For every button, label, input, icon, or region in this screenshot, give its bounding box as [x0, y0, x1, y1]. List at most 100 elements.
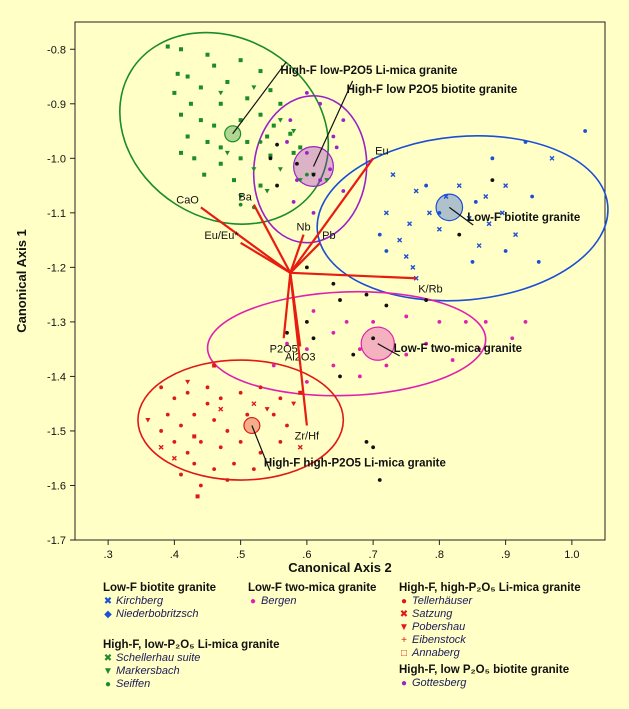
data-point	[295, 178, 299, 183]
data-point	[198, 118, 203, 123]
data-point	[318, 101, 323, 106]
data-point	[251, 467, 256, 472]
data-point	[490, 156, 495, 161]
data-point	[450, 358, 455, 362]
data-point	[245, 139, 250, 144]
annotation-label: Low-F two-mica granite	[394, 343, 522, 355]
data-point	[407, 221, 413, 227]
confidence-ellipse	[252, 94, 368, 244]
data-point	[225, 79, 230, 84]
x-tick-label: .9	[501, 549, 510, 561]
data-point	[212, 363, 217, 368]
data-point	[295, 161, 299, 166]
legend-item-annaberg: □ Annaberg	[399, 647, 581, 660]
data-point	[490, 178, 495, 183]
data-point	[304, 90, 309, 95]
annotation-label: Low-F biotite granite	[467, 212, 580, 224]
data-point	[188, 101, 193, 106]
data-point	[185, 74, 190, 79]
data-point	[205, 385, 210, 390]
data-point	[225, 429, 230, 433]
data-point	[192, 434, 197, 439]
data-point	[318, 178, 323, 183]
data-point	[185, 134, 190, 139]
loading-vector	[200, 206, 291, 274]
y-tick-label: -1.4	[47, 371, 66, 383]
data-point	[258, 450, 263, 455]
legend-label: Gottesberg	[412, 677, 467, 689]
data-point	[331, 330, 336, 335]
data-point	[258, 183, 263, 188]
data-point	[277, 118, 283, 123]
data-point	[218, 90, 224, 96]
data-point	[397, 237, 403, 243]
data-point	[483, 193, 489, 199]
y-tick-label: -1.0	[47, 153, 66, 165]
data-point	[179, 150, 183, 155]
data-point	[341, 118, 346, 123]
legend-label: Pobershau	[412, 621, 466, 633]
data-point	[172, 439, 177, 444]
legend-symbol: ◆	[104, 609, 112, 620]
legend-high-f-high-p: High-F, high-P₂O₅ Li-mica granite ● Telle…	[399, 582, 581, 660]
vector-label: Eu/Eu*	[204, 230, 239, 242]
legend-symbol: ✖	[103, 653, 113, 664]
data-point	[179, 423, 183, 428]
data-point	[523, 319, 528, 324]
data-point	[530, 194, 535, 199]
data-point	[457, 232, 462, 237]
data-point	[413, 188, 419, 194]
vector-label: Pb	[322, 230, 335, 242]
data-point	[251, 85, 257, 90]
data-point	[275, 183, 279, 188]
data-point	[238, 194, 244, 199]
data-point	[477, 347, 482, 352]
data-point	[285, 140, 289, 144]
loading-vector	[289, 272, 308, 426]
data-point	[331, 363, 336, 368]
data-point	[424, 341, 429, 346]
data-point	[179, 47, 183, 52]
data-point	[384, 303, 389, 308]
data-point	[331, 281, 336, 286]
data-point	[463, 319, 468, 324]
data-point	[291, 150, 296, 155]
annotation-label: High-F high-P2O5 Li-mica granite	[264, 457, 446, 469]
data-point	[271, 123, 276, 128]
data-point	[304, 347, 309, 352]
data-point	[224, 150, 230, 156]
data-point	[212, 123, 217, 128]
legend-symbol: □	[400, 648, 408, 659]
x-axis-label: Canonical Axis 2	[288, 560, 392, 575]
legend-symbol: ●	[400, 596, 408, 607]
data-point	[205, 139, 210, 144]
y-tick-label: -1.2	[47, 262, 66, 274]
data-point	[212, 418, 217, 422]
data-point	[185, 390, 190, 395]
data-point	[218, 406, 224, 412]
legend-symbol: ●	[249, 596, 257, 607]
data-point	[297, 444, 303, 450]
legend-symbol: ✖	[103, 596, 113, 607]
data-point	[268, 156, 273, 161]
data-point	[371, 319, 376, 324]
data-point	[466, 215, 472, 221]
data-point	[304, 172, 309, 177]
data-point	[443, 193, 449, 199]
data-point	[251, 167, 257, 172]
data-point	[145, 418, 151, 423]
data-point	[198, 483, 203, 488]
annotation-leader	[232, 61, 287, 135]
data-point	[238, 202, 243, 207]
vector-label: Nb	[297, 222, 311, 234]
data-point	[185, 379, 191, 385]
data-point	[192, 461, 197, 466]
data-point	[334, 145, 339, 150]
legend-title: Low-F biotite granite	[103, 582, 217, 594]
data-point	[383, 210, 389, 216]
data-point	[245, 96, 250, 101]
data-point	[264, 407, 270, 412]
data-point	[304, 150, 309, 155]
data-point	[258, 385, 263, 390]
